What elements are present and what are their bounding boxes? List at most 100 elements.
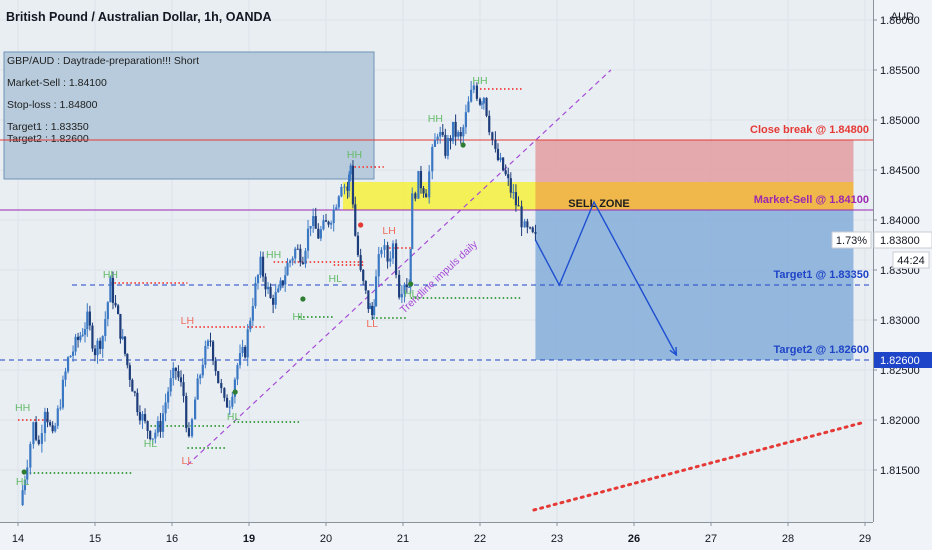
candle-body	[149, 430, 152, 440]
candle-body	[294, 248, 297, 259]
candle-body	[81, 334, 84, 336]
candle-body	[61, 379, 65, 408]
candle-body	[408, 286, 411, 288]
candle-body	[446, 137, 450, 156]
candle-body	[136, 392, 139, 413]
candle-body	[288, 260, 292, 263]
candle-body	[236, 365, 239, 380]
candle-body	[159, 421, 162, 432]
candle-body	[121, 336, 124, 339]
pivot-marker	[300, 296, 306, 302]
time-axis-background	[0, 522, 873, 550]
price-axis-background	[873, 0, 932, 550]
candle-body	[389, 258, 392, 262]
pivot-marker	[460, 142, 466, 148]
pivot-labels: HH HL HH HL LH LL HL HH HL HL HH LH LL HL HH HH	[15, 75, 488, 488]
candle-body	[131, 379, 134, 392]
candle-body	[359, 255, 362, 270]
price-tick-label: 1.81500	[880, 465, 920, 477]
candle-body	[457, 131, 460, 137]
candle-body	[284, 275, 287, 285]
candle-body	[380, 249, 383, 255]
time-tick-label: 29	[859, 533, 871, 545]
candle-body	[451, 121, 455, 142]
candle-body	[146, 421, 149, 431]
candle-body	[123, 336, 127, 354]
time-axis: 14 15 16 19 20 21 22 23 26 27 28 29	[0, 522, 873, 550]
candle-body	[475, 85, 479, 99]
candle-body	[464, 112, 467, 128]
candle-body	[71, 351, 75, 356]
candle-body	[478, 98, 482, 105]
candle-body	[332, 209, 335, 223]
candle-body	[480, 103, 484, 105]
candle-body	[66, 357, 70, 372]
candle-body	[386, 245, 389, 262]
projection-arrow-head	[669, 346, 678, 357]
time-tick-label: 22	[474, 533, 486, 545]
info-box-target2: Target2 : 1.82600	[7, 133, 89, 145]
candle-body	[244, 346, 247, 358]
candle-body	[523, 221, 526, 228]
candle-body	[337, 196, 340, 208]
candle-body	[48, 422, 52, 426]
candle-body	[174, 367, 177, 372]
candle-body	[76, 336, 80, 341]
candle-body	[470, 89, 473, 102]
price-tick-label: 1.86000	[880, 15, 920, 27]
candle-body	[114, 302, 117, 306]
candle-body	[141, 414, 144, 421]
candle-body	[93, 348, 97, 356]
candle-body	[43, 411, 47, 434]
candle-body	[179, 377, 183, 383]
candle-body	[531, 227, 534, 233]
sell-zone-label: SELL ZONE	[568, 198, 630, 210]
time-tick-label: 26	[628, 533, 640, 545]
candle-body	[91, 325, 94, 349]
trendline-impuls-daily	[186, 69, 612, 466]
candle-body	[499, 157, 502, 160]
candle-body	[26, 467, 29, 480]
candle-body	[190, 419, 194, 437]
candle-body	[225, 397, 229, 408]
info-box-market-sell: Market-Sell : 1.84100	[7, 77, 107, 89]
candle-body	[23, 479, 27, 491]
time-tick-label: 19	[243, 533, 255, 545]
candle-body	[83, 329, 87, 335]
candle-body	[277, 288, 280, 293]
pivot-label-hl: HL	[292, 311, 306, 323]
candle-body	[314, 216, 317, 229]
candle-body	[330, 222, 333, 225]
candle-body	[233, 379, 236, 397]
candle-body	[74, 336, 77, 352]
time-tick-label: 28	[782, 533, 794, 545]
candles	[21, 80, 537, 507]
markers	[21, 142, 466, 475]
pivot-label-hl: HL	[16, 476, 30, 488]
candle-body	[512, 192, 515, 194]
countdown-text: 44:24	[897, 255, 925, 267]
candle-body	[251, 306, 254, 321]
candle-body	[369, 305, 372, 309]
candle-body	[96, 340, 99, 356]
candle-body	[371, 305, 374, 316]
candle-body	[109, 277, 112, 303]
candle-body	[317, 228, 320, 239]
sell-zone-overlap	[535, 182, 854, 210]
candle-body	[269, 286, 272, 299]
candle-body	[335, 207, 338, 210]
candle-body	[185, 396, 188, 429]
level-label-target1: Target1 @ 1.83350	[773, 269, 869, 281]
candle-body	[256, 275, 260, 284]
candle-body	[414, 193, 417, 199]
price-tick-label: 1.84500	[880, 165, 920, 177]
candle-body	[220, 383, 223, 389]
candle-body	[111, 277, 115, 303]
time-tick-label: 21	[397, 533, 409, 545]
candle-body	[444, 134, 447, 156]
candle-body	[485, 97, 488, 116]
time-tick-label: 14	[12, 533, 24, 545]
candle-body	[246, 329, 249, 358]
